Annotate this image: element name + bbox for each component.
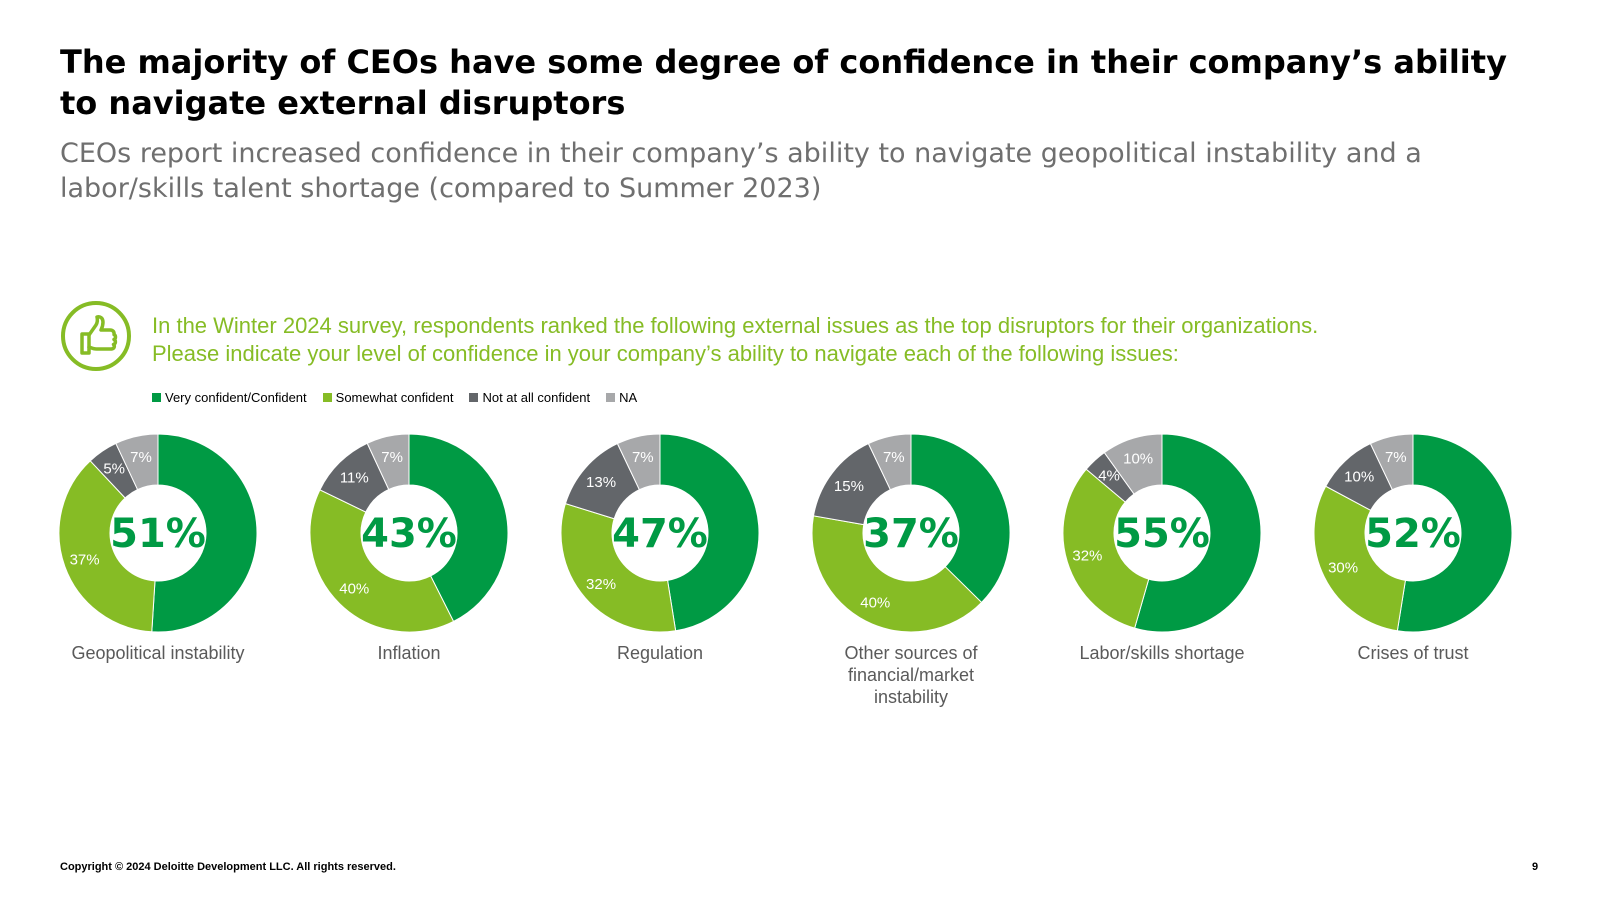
slice-na: [115, 433, 159, 491]
category-label: Labor/skills shortage: [1079, 643, 1245, 663]
slice-very-confident: [1134, 433, 1262, 633]
data-label: 32%: [586, 576, 616, 593]
center-value-label: 52%: [1365, 511, 1461, 557]
data-label: 4%: [1098, 468, 1120, 485]
data-label: 40%: [860, 594, 890, 611]
legend-label: Somewhat confident: [335, 390, 454, 405]
donut-chart: 40% 15% 7% 37%: [811, 433, 1011, 633]
slice-very-confident: [659, 433, 760, 632]
data-label: 11%: [340, 469, 369, 486]
slice-somewhat-confident: [58, 460, 156, 633]
data-label: 7%: [381, 449, 403, 466]
slice-very-confident: [151, 433, 258, 633]
legend-item-not-confident: Not at all confident: [469, 390, 590, 405]
slice-somewhat-confident: [309, 489, 455, 633]
chart-legend: Very confident/Confident Somewhat confid…: [152, 390, 637, 405]
data-label: 37%: [70, 551, 100, 568]
data-label: 7%: [130, 449, 152, 466]
donut-chart: 32% 13% 7% 47%: [560, 433, 760, 633]
center-value-label: 37%: [863, 511, 959, 557]
category-label: Inflation: [377, 643, 441, 663]
legend-label: NA: [619, 390, 638, 405]
slice-somewhat-confident: [1313, 485, 1406, 632]
page-title: The majority of CEOs have some degree of…: [60, 43, 1507, 122]
slice-na: [1369, 433, 1414, 491]
legend-swatch-not-confident: [469, 393, 479, 402]
category-label-line: Other sources of: [844, 643, 978, 663]
center-value-label: 47%: [612, 511, 708, 557]
center-value-label: 43%: [361, 511, 457, 557]
slice-na: [1103, 433, 1163, 495]
center-value-label: 55%: [1114, 511, 1210, 557]
slice-somewhat-confident: [1062, 468, 1150, 629]
category-label-line: instability: [873, 687, 949, 707]
category-label: Geopolitical instability: [71, 643, 245, 663]
category-label: Crises of trust: [1357, 643, 1469, 663]
slice-na: [366, 433, 410, 491]
data-label: 10%: [1344, 469, 1374, 486]
donut-chart: 30% 10% 7% 52%: [1313, 433, 1513, 633]
legend-swatch-somewhat-confident: [322, 393, 332, 402]
question-line-1: In the Winter 2024 survey, respondents r…: [152, 313, 1319, 338]
data-label: 7%: [1385, 449, 1407, 466]
category-label-line: financial/market: [847, 665, 975, 685]
legend-item-na: NA: [606, 390, 637, 405]
slice-very-confident: [1396, 433, 1513, 633]
legend-label: Very confident/Confident: [165, 390, 307, 405]
donut-chart: 40% 11% 7% 43%: [309, 433, 509, 633]
slice-very-confident: [408, 433, 509, 623]
thumbs-up-icon: [61, 301, 131, 371]
legend-swatch-na: [606, 393, 616, 402]
copyright-notice: Copyright © 2024 Deloitte Development LL…: [60, 861, 396, 873]
legend-item-very-confident: Very confident/Confident: [152, 390, 307, 405]
question-line-2: Please indicate your level of confidence…: [152, 341, 1179, 366]
data-label: 7%: [883, 449, 905, 466]
legend-label: Not at all confident: [482, 390, 591, 405]
slice-not-confident: [564, 442, 641, 520]
slice-not-confident: [1085, 451, 1135, 503]
slice-not-confident: [89, 442, 139, 499]
data-label: 13%: [586, 474, 616, 491]
page-subtitle: CEOs report increased confidence in thei…: [60, 138, 1422, 204]
center-value-label: 51%: [110, 511, 206, 557]
data-label: 40%: [339, 581, 369, 598]
data-label: 32%: [1072, 548, 1102, 565]
survey-question: In the Winter 2024 survey, respondents r…: [152, 312, 1572, 368]
slice-somewhat-confident: [560, 502, 677, 633]
legend-item-somewhat-confident: Somewhat confident: [322, 390, 454, 405]
page-number: 9: [1532, 861, 1539, 873]
slice-na: [867, 433, 912, 491]
slice-na: [616, 433, 661, 491]
data-label: 5%: [103, 460, 125, 477]
slice-not-confident: [319, 442, 390, 513]
slice-very-confident: [910, 433, 1011, 604]
category-label: Other sources of financial/market instabil…: [806, 642, 1016, 708]
data-label: 7%: [632, 449, 654, 466]
donut-chart: 32% 4%10% 55%: [1062, 433, 1262, 633]
category-label: Regulation: [616, 643, 704, 663]
slice-somewhat-confident: [811, 515, 983, 633]
slice-not-confident: [1325, 442, 1394, 512]
data-label: 30%: [1328, 560, 1358, 577]
donut-chart: 37% 5% 7% 51%: [58, 433, 258, 633]
slice-not-confident: [812, 442, 892, 526]
data-label: 10%: [1123, 451, 1153, 468]
legend-swatch-very-confident: [152, 393, 161, 402]
data-label: 15%: [834, 478, 864, 495]
